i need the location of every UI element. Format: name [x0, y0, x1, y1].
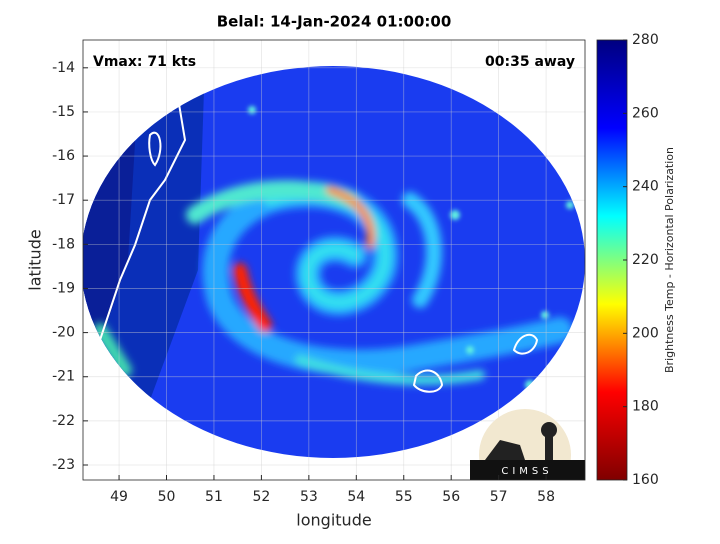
island — [512, 333, 539, 355]
y-tick-label: -19 — [52, 280, 75, 296]
colorbar-tick-label: 280 — [632, 32, 659, 48]
annotation: 00:35 away — [485, 54, 575, 70]
x-tick-label: 58 — [537, 489, 555, 505]
x-axis-label: longitude — [296, 511, 371, 530]
chart-title: Belal: 14-Jan-2024 01:00:00 — [217, 13, 452, 31]
y-tick-label: -14 — [52, 60, 75, 76]
satellite-image: CIMSS — [83, 40, 585, 480]
x-tick-label: 54 — [347, 489, 365, 505]
y-tick-label: -18 — [52, 236, 75, 252]
colorbar-tick-label: 200 — [632, 325, 659, 341]
x-tick-label: 50 — [158, 489, 176, 505]
y-tick-label: -22 — [52, 413, 75, 429]
y-tick-label: -17 — [52, 192, 75, 208]
colorbar-tick-label: 180 — [632, 399, 659, 415]
y-tick-label: -20 — [52, 325, 75, 341]
island — [412, 369, 444, 393]
colorbar-tick-label: 240 — [632, 179, 659, 195]
x-tick-label: 56 — [442, 489, 460, 505]
x-tick-label: 53 — [300, 489, 318, 505]
y-tick-label: -23 — [52, 457, 75, 473]
y-tick-label: -21 — [52, 369, 75, 385]
coastline — [148, 131, 162, 167]
x-tick-label: 52 — [252, 489, 270, 505]
x-tick-label: 49 — [110, 489, 128, 505]
annotation: Vmax: 71 kts — [93, 54, 196, 70]
y-tick-label: -16 — [52, 148, 75, 164]
colorbar-tick-label: 260 — [632, 105, 659, 121]
colorbar-label: Brightness Temp - Horizontal Polarizatio… — [663, 147, 676, 373]
x-tick-label: 51 — [205, 489, 223, 505]
x-tick-label: 57 — [490, 489, 508, 505]
y-tick-label: -15 — [52, 104, 75, 120]
y-axis-label: latitude — [26, 229, 45, 290]
colorbar-tick-label: 160 — [632, 472, 659, 488]
x-tick-label: 55 — [395, 489, 413, 505]
logo-text: CIMSS — [501, 466, 552, 477]
plot-frame — [82, 39, 586, 481]
colorbar — [596, 39, 628, 481]
colorbar-tick-label: 220 — [632, 252, 659, 268]
